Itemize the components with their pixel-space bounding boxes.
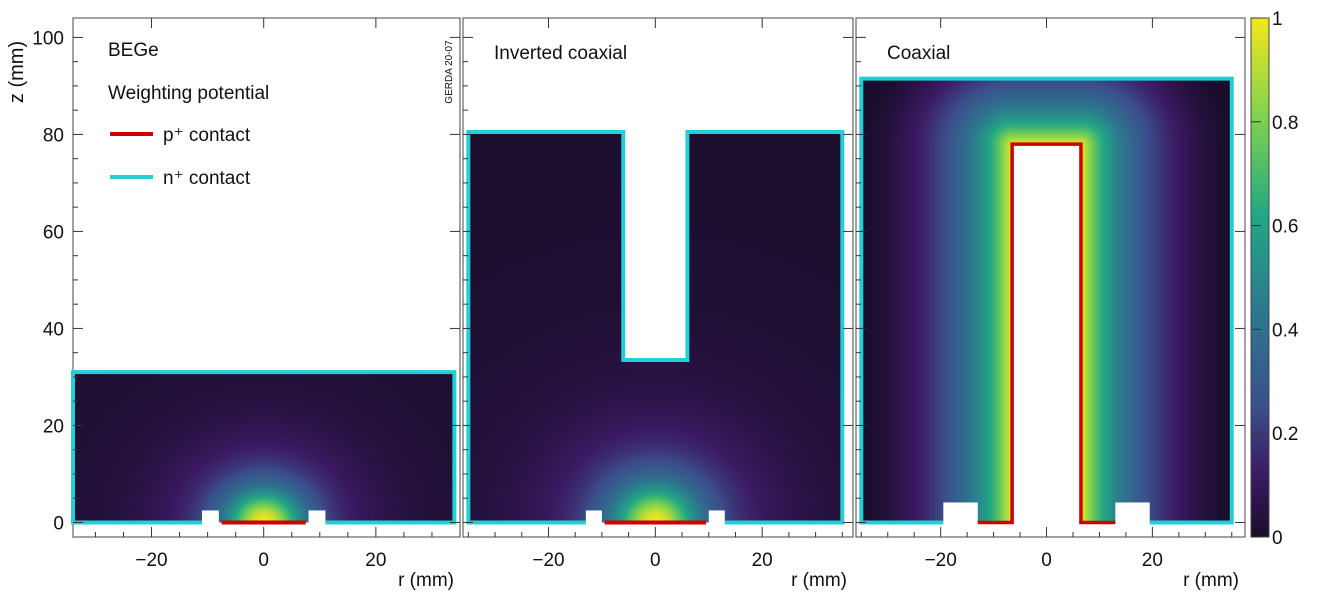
colorbar: 0 0.2 0.4 0.6 0.8 1 [1250,9,1299,549]
y-tick-label-80: 80 [43,125,64,146]
legend-label-n-contact: n⁺ contact [163,168,251,189]
colorbar-tick-label-1: 0.2 [1272,424,1298,445]
legend-title-quantity: Weighting potential [108,83,269,104]
bore-1 [623,129,688,360]
colorbar-tick-label-3: 0.6 [1272,217,1298,238]
colorbar-tick-label-2: 0.4 [1272,320,1299,341]
colorbar-tick-label-0: 0 [1272,528,1283,549]
n-contact-1 [466,129,845,525]
colorbar-tick-label-5: 1 [1272,9,1283,30]
groove-1-1 [708,510,725,524]
panel-frame-2 [855,17,1246,538]
y-tick-label-60: 60 [43,222,64,243]
watermark: GERDA 20-07 [444,40,455,104]
y-tick-label-100: 100 [32,28,64,49]
n-contact-0 [71,370,457,525]
n-contact-2 [859,76,1234,525]
bore-2 [1012,144,1081,525]
colorbar-tick-label-4: 0.8 [1272,113,1298,134]
panel-title-inverted-coaxial: Inverted coaxial [494,43,627,64]
x-tick-label-1-1: 0 [650,550,661,571]
x-tick-label-0-1: 0 [258,550,269,571]
y-axis-label: z (mm) [6,41,28,103]
panel-frames [72,17,1246,538]
colorbar-ticks: 0 0.2 0.4 0.6 0.8 1 [1251,9,1299,549]
colorbar-gradient [1251,18,1269,537]
groove-2-1 [1115,502,1150,524]
groove-2-0 [943,502,978,524]
x-tick-label-1-2: 20 [752,550,773,571]
groove-1-0 [585,510,602,524]
legend-title-detector: BEGe [108,40,159,61]
x-tick-label-2-1: 0 [1041,550,1052,571]
x-axis-label-1: r (mm) [791,570,847,591]
y-tick-label-40: 40 [43,319,64,340]
panel-frame-0 [72,17,461,538]
y-tick-label-0: 0 [53,513,64,534]
x-tick-label-2-2: 20 [1142,550,1163,571]
groove-0-1 [308,510,326,524]
x-tick-label-0-0: −20 [135,550,167,571]
p-contact-2 [977,142,1116,525]
groove-0-0 [202,510,219,524]
potential-map-0 [73,372,455,523]
panel-title-coaxial: Coaxial [887,43,950,64]
x-axis-label-0: r (mm) [398,570,454,591]
x-tick-label-2-0: −20 [925,550,957,571]
panel-frame-1 [462,17,854,538]
cover-layer [202,129,1150,525]
legend: BEGe Weighting potential p⁺ contact n⁺ c… [108,40,269,189]
x-tick-label-1-0: −20 [532,550,564,571]
axes-layer: −20 0 20 r (mm) −20 0 20 r (mm) −20 0 20 r (mm) 0 20 4… [32,18,1245,591]
legend-label-p-contact: p⁺ contact [163,125,251,146]
y-tick-label-20: 20 [43,416,64,437]
contacts-layer [71,76,1234,525]
x-axis-label-2: r (mm) [1183,570,1239,591]
x-tick-label-0-2: 20 [365,550,386,571]
